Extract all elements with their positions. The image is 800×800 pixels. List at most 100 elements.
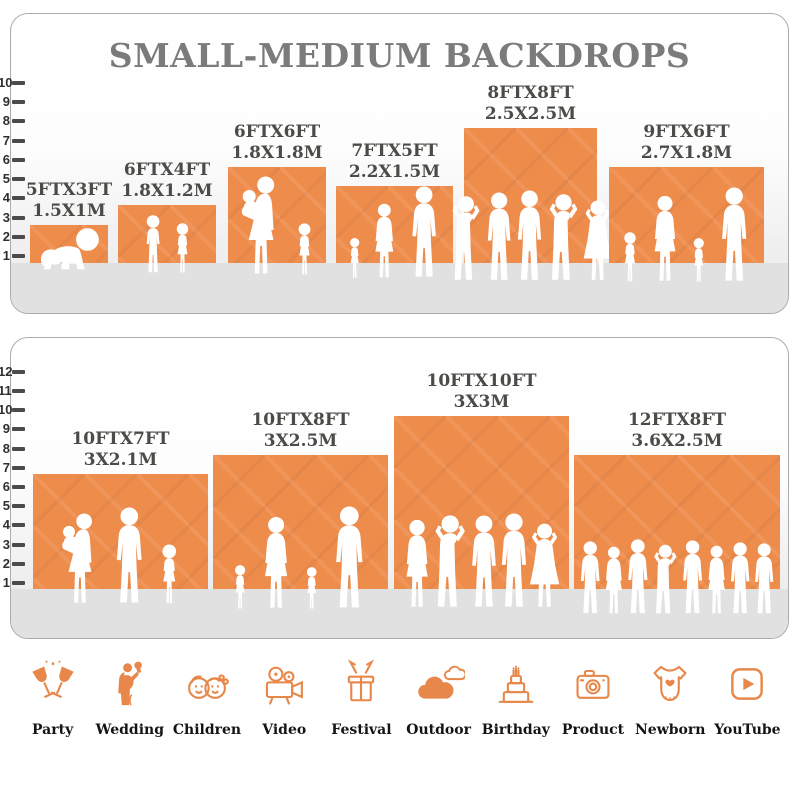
ruler-number: 4 [2,517,10,533]
person-silhouette [146,215,160,273]
backdrop-rect: 10FTX8FT 3X2.5M [213,410,388,609]
person-silhouette [336,506,363,608]
backdrop-size-ft: 9FTX6FT [643,121,730,142]
ruler-tick [12,427,25,432]
ruler-number: 9 [2,421,10,437]
backdrop-rect: 6FTX6FT 1.8X1.8M [228,122,326,275]
backdrop-size-ft: 12FTX8FT [627,409,727,430]
ruler-number: 8 [2,440,10,456]
person-silhouette [406,519,428,607]
category-item-birthday: Birthday [477,658,554,738]
people-silhouettes [350,186,436,278]
category-label: Party [32,722,74,738]
people-silhouettes [62,507,177,604]
people-silhouettes [452,190,612,280]
ruler-tick [12,157,25,162]
festival-icon [335,658,387,710]
backdrop-size-ft: 10FTX7FT [71,428,170,449]
backdrop-panel-small: SMALL-MEDIUM BACKDROPS 5FTX3FT 1.5X1M 6FTX… [10,13,789,314]
ruler-number: 3 [2,536,10,552]
ruler-number: 9 [2,94,10,109]
backdrop-size-ft: 10FTX10FT [426,371,537,392]
ruler-number: 1 [2,248,10,263]
ruler-tick [12,523,25,528]
person-silhouette [62,513,92,603]
ruler-number: 2 [2,555,10,571]
backdrop-label: 9FTX6FT 2.7X1.8M [641,122,732,164]
backdrop-size-ft: 5FTX3FT [25,179,113,200]
backdrop-size-m: 3X3M [453,392,510,413]
category-label: Wedding [95,722,164,738]
backdrop-size-m: 2.7X1.8M [640,142,733,163]
outdoor-icon [413,658,465,710]
ruler-number: 2 [2,228,10,244]
product-icon [567,658,619,710]
backdrop-size-m: 1.8X1.2M [121,181,213,202]
ruler-tick [12,446,25,451]
person-silhouette [265,516,288,608]
person-silhouette [487,192,511,280]
person-silhouette [549,194,578,280]
floor-strip [11,263,788,313]
backdrop-label: 10FTX10FT 3X3M [427,371,537,413]
person-silhouette [306,567,317,609]
ruler-tick [12,408,25,413]
backdrop-size-ft: 10FTX8FT [251,409,350,430]
video-icon [258,658,310,710]
backdrop-size-m: 2.5X2.5M [484,104,577,125]
backdrop-label: 12FTX8FT 3.6X2.5M [628,410,726,452]
backdrop-size-m: 3X2.1M [83,449,158,470]
category-label: Newborn [635,722,706,738]
category-item-outdoor: Outdoor [400,658,477,738]
category-item-festival: Festival [323,658,400,738]
backdrop-panel-medium: 10FTX7FT 3X2.1M 10FTX8FT 3X2.5M 10FTX10FT 3X3… [10,337,789,639]
backdrop-size-ft: 8FTX8FT [487,83,574,104]
person-silhouette [501,513,527,607]
backdrop-rect: 7FTX5FT 2.2X1.5M [336,141,453,278]
person-silhouette [517,190,542,280]
category-row: Party Wedding Children Video Fes [14,658,786,738]
ruler-tick [12,80,25,85]
person-silhouette [412,186,436,277]
person-silhouette [375,203,394,278]
category-item-youtube: YouTube [709,658,786,738]
category-label: Children [172,722,242,738]
backdrop-size-m: 3X2.5M [263,430,338,451]
category-item-video: Video [246,658,323,738]
page-title: SMALL-MEDIUM BACKDROPS [108,36,691,75]
person-silhouette [472,515,496,607]
backdrop-label: 8FTX8FT 2.5X2.5M [485,83,576,125]
backdrop-rect: 10FTX10FT 3X3M [394,371,569,607]
category-label: Video [262,722,307,738]
ruler-tick [12,369,25,374]
ruler-tick [12,561,25,566]
person-silhouette [628,539,648,614]
person-silhouette [298,223,311,275]
backdrop-rect: 5FTX3FT 1.5X1M [26,180,112,270]
backdrop-size-ft: 7FTX5FT [351,141,438,161]
people-silhouettes [235,506,363,609]
ruler-tick [12,542,25,547]
person-silhouette [730,542,750,614]
backdrop-size-m: 2.2X1.5M [348,162,441,182]
person-silhouette [654,195,676,281]
backdrop-rect: 8FTX8FT 2.5X2.5M [452,83,612,280]
people-silhouettes [580,539,774,614]
person-silhouette [683,540,703,614]
backdrop-size-m: 1.8X1.8M [231,142,323,163]
person-silhouette [162,544,177,604]
backdrop-size-ft: 6FTX4FT [123,160,211,181]
category-item-children: Children [168,658,245,738]
ruler-number: 10 [0,402,13,418]
ruler-tick [12,504,25,509]
ruler-tick [12,177,25,181]
category-label: Outdoor [406,722,471,738]
person-silhouette [116,507,142,603]
backdrop-label: 7FTX5FT 2.2X1.5M [349,141,440,183]
category-label: Festival [331,722,392,738]
ruler-tick [12,254,25,258]
ruler-tick [12,581,25,585]
category-item-party: Party [14,658,91,738]
backdrop-label: 6FTX4FT 1.8X1.2M [121,160,212,202]
ruler-tick [12,100,25,104]
